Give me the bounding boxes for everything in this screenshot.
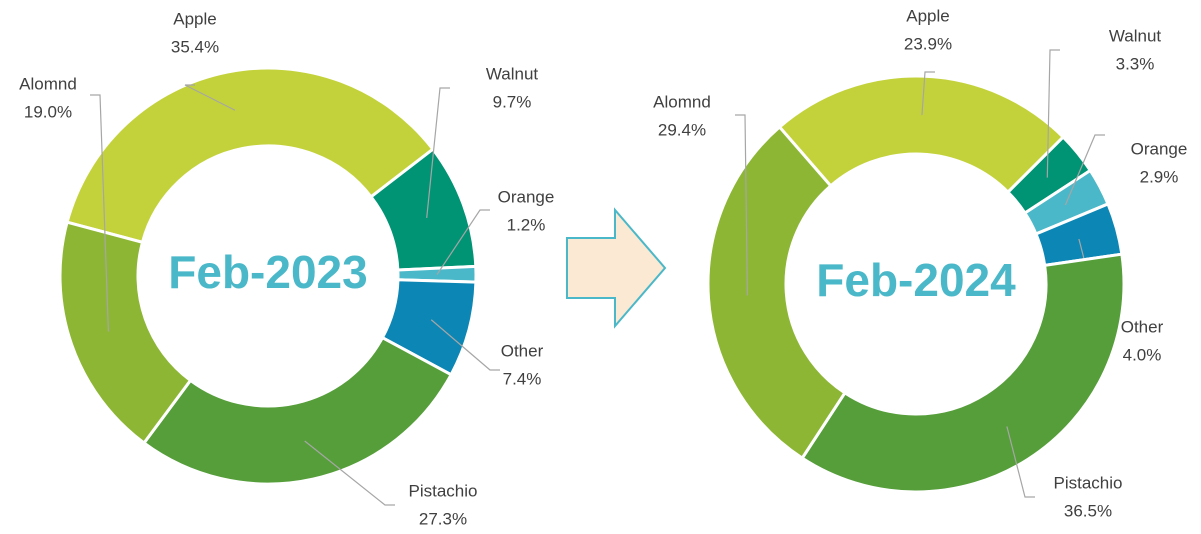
slice-value: 19.0%: [24, 102, 72, 121]
slice: [58, 220, 193, 446]
leader-line: [1046, 49, 1060, 178]
slice-value: 27.3%: [419, 509, 467, 528]
slice-value: 23.9%: [904, 34, 952, 53]
leader-line: [436, 209, 490, 275]
center-label: Feb-2023: [168, 246, 367, 298]
slice-value: 2.9%: [1140, 167, 1179, 186]
slice: [706, 124, 847, 461]
slice-label: Apple: [173, 9, 216, 28]
slice-label: Alomnd: [19, 74, 77, 93]
slice-value: 3.3%: [1116, 54, 1155, 73]
leader-line: [304, 440, 395, 506]
slice-label: Walnut: [1109, 26, 1162, 45]
slice-label: Pistachio: [409, 481, 478, 500]
slice-label: Other: [501, 341, 544, 360]
slice-label: Alomnd: [653, 92, 711, 111]
leader-line: [430, 319, 500, 371]
slice-label: Other: [1121, 317, 1164, 336]
slice-label: Apple: [906, 6, 949, 25]
slice: [141, 335, 454, 486]
slice: [800, 252, 1126, 494]
leader-line: [184, 84, 236, 111]
slice-value: 9.7%: [493, 92, 532, 111]
arrow: [566, 207, 667, 329]
leader-line: [1006, 426, 1035, 498]
leader-line: [90, 94, 110, 332]
leader-line: [735, 114, 748, 296]
slice-value: 29.4%: [658, 120, 706, 139]
slice-label: Orange: [498, 187, 555, 206]
slice-value: 4.0%: [1123, 345, 1162, 364]
center-label: Feb-2024: [816, 254, 1016, 306]
slice-value: 1.2%: [507, 215, 546, 234]
slice-label: Orange: [1131, 139, 1188, 158]
slice-label: Pistachio: [1054, 473, 1123, 492]
slice-label: Walnut: [486, 64, 539, 83]
slice-value: 36.5%: [1064, 501, 1112, 520]
leader-line: [426, 87, 450, 218]
slice-value: 7.4%: [503, 369, 542, 388]
slice-value: 35.4%: [171, 37, 219, 56]
leader-line: [921, 71, 935, 116]
leader-line: [1064, 134, 1105, 206]
slice: [777, 74, 1066, 195]
slice: [65, 66, 435, 245]
